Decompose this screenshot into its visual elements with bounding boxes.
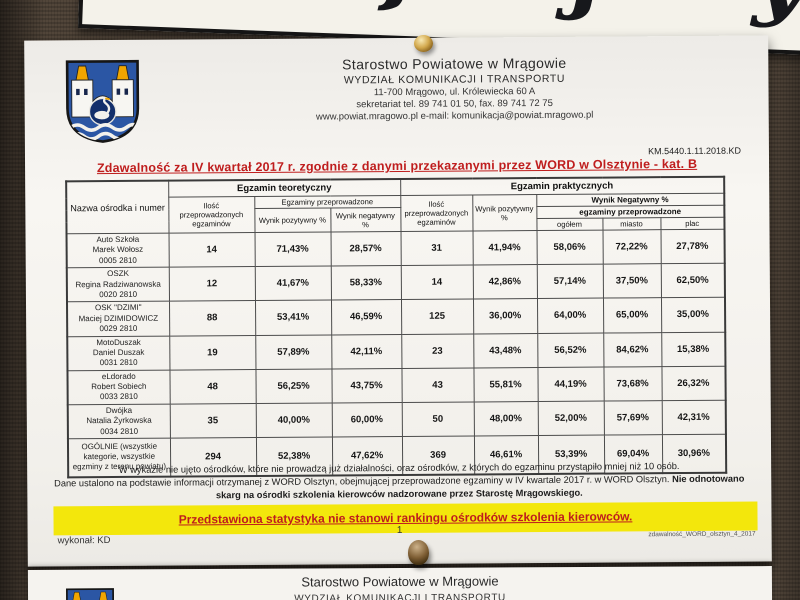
theory-negative: 43,75% xyxy=(331,368,402,403)
theory-count: 35 xyxy=(169,403,256,439)
negative-city: 37,50% xyxy=(602,263,661,299)
practice-positive: 42,86% xyxy=(472,264,537,300)
theory-negative: 58,33% xyxy=(330,265,401,301)
theory-positive: 57,89% xyxy=(255,334,332,370)
calligraphy-glyphs: f j y xyxy=(383,0,800,33)
theory-positive: 40,00% xyxy=(255,402,332,438)
header-theory-positive: Wynik pozytywny % xyxy=(254,207,331,233)
header-col-overall: ogółem xyxy=(536,218,603,231)
negative-plac: 27,78% xyxy=(660,229,725,264)
practice-count: 31 xyxy=(400,230,473,266)
document-page-1: Starostwo Powiatowe w Mrągowie WYDZIAŁ K… xyxy=(24,35,772,567)
negative-overall: 56,52% xyxy=(537,332,604,368)
org-name: Starostwo Powiatowe w Mrągowie xyxy=(342,54,567,73)
push-pin-bottom xyxy=(408,540,429,565)
negative-overall: 58,06% xyxy=(536,230,603,265)
header-practice-count: Ilość przeprowadzonych egzaminów xyxy=(400,194,473,232)
table-row-dwojka: Dwójka Natalia Żyrkowska 0034 2810 35 40… xyxy=(67,400,726,439)
push-pin-top xyxy=(414,35,433,52)
theory-count: 88 xyxy=(168,300,256,336)
org-department-page2: WYDZIAŁ KOMUNIKACJI I TRANSPORTU xyxy=(294,592,506,600)
center-name: eLdorado Robert Sobiech 0033 2810 xyxy=(67,369,170,405)
practice-positive: 48,00% xyxy=(473,401,538,437)
negative-city: 57,69% xyxy=(603,400,662,436)
header-practice-positive: Wynik pozytywny % xyxy=(472,194,537,231)
practice-positive: 41,94% xyxy=(472,230,537,266)
header-exams-conducted: Egzaminy przeprowadzone xyxy=(254,195,401,209)
file-name: zdawalność_WORD_olsztyn_4_2017 xyxy=(648,530,756,539)
negative-city: 84,62% xyxy=(603,332,662,367)
theory-positive: 56,25% xyxy=(255,368,332,404)
center-name: Auto Szkoła Marek Wołosz 0005 2810 xyxy=(66,233,169,268)
practice-count: 125 xyxy=(400,299,474,334)
reference-number: KM.5440.1.11.2018.KD xyxy=(648,145,741,157)
footnote-exclusions: W wykazie nie ujęto ośrodków, które nie … xyxy=(118,461,680,475)
negative-city: 72,22% xyxy=(602,229,661,265)
header-col-plac: plac xyxy=(660,217,725,230)
center-name: MotoDuszak Daniel Duszak 0031 2810 xyxy=(67,335,170,371)
header-theory-group: Egzamin teoretyczny xyxy=(168,178,401,198)
theory-positive: 41,67% xyxy=(254,266,331,301)
theory-negative: 46,59% xyxy=(330,299,402,335)
mragowo-coat-of-arms xyxy=(65,59,140,143)
practice-positive: 55,81% xyxy=(473,367,538,402)
center-name: OSZK Regina Radziwanowska 0020 2810 xyxy=(66,267,169,303)
header-theory-count: Ilość przeprowadzonych egzaminów xyxy=(168,196,255,234)
table-row-motoduszak: MotoDuszak Daniel Duszak 0031 2810 19 57… xyxy=(67,331,726,371)
theory-positive: 71,43% xyxy=(254,231,331,267)
negative-overall: 52,00% xyxy=(537,400,604,436)
theory-negative: 28,57% xyxy=(330,231,401,267)
negative-plac: 42,31% xyxy=(661,400,726,435)
table-row-osk-dzimi: OSK "DZIMI" Maciej DZIMIDOWICZ 0029 2810… xyxy=(66,297,726,337)
table-row-auto-szkola: Auto Szkoła Marek Wołosz 0005 2810 14 71… xyxy=(66,229,725,268)
header-theory-negative: Wynik negatywny % xyxy=(330,207,401,232)
theory-negative: 42,11% xyxy=(331,333,402,369)
negative-city: 65,00% xyxy=(602,298,662,333)
theory-count: 12 xyxy=(168,266,255,302)
footnotes: W wykazie nie ujęto ośrodków, które nie … xyxy=(41,459,757,502)
footnote-source: Dane ustalono na podstawie informacji ot… xyxy=(54,473,673,489)
practice-positive: 36,00% xyxy=(472,298,538,334)
practice-positive: 43,48% xyxy=(473,333,538,368)
theory-positive: 53,41% xyxy=(254,300,332,336)
negative-overall: 64,00% xyxy=(536,298,604,334)
document-title: Zdawalność za IV kwartał 2017 r. zgodnie… xyxy=(96,156,698,176)
theory-count: 14 xyxy=(168,232,255,268)
practice-count: 50 xyxy=(401,401,474,437)
exam-statistics-table: Nazwa ośrodka i numer Egzamin teoretyczn… xyxy=(65,175,728,478)
letterhead: Starostwo Powiatowe w Mrągowie WYDZIAŁ K… xyxy=(174,54,734,124)
negative-overall: 44,19% xyxy=(537,366,604,402)
negative-plac: 62,50% xyxy=(660,263,725,299)
document-page-2: Starostwo Powiatowe w Mrągowie WYDZIAŁ K… xyxy=(27,566,773,600)
org-name-page2: Starostwo Powiatowe w Mrągowie xyxy=(301,573,499,590)
table-row-eldorado: eLdorado Robert Sobiech 0033 2810 48 56,… xyxy=(67,365,726,405)
negative-city: 73,68% xyxy=(603,366,662,401)
negative-plac: 35,00% xyxy=(660,297,726,333)
header-col-city: miasto xyxy=(602,217,661,231)
negative-plac: 15,38% xyxy=(661,331,726,367)
table-row-oszk: OSZK Regina Radziwanowska 0020 2810 12 4… xyxy=(66,263,725,303)
mragowo-coat-of-arms-partial xyxy=(65,588,115,600)
theory-negative: 60,00% xyxy=(331,402,402,437)
negative-plac: 26,32% xyxy=(661,365,726,401)
header-center-name: Nazwa ośrodka i numer xyxy=(66,180,169,234)
practice-count: 23 xyxy=(401,333,474,369)
center-name: OSK "DZIMI" Maciej DZIMIDOWICZ 0029 2810 xyxy=(66,301,170,337)
theory-count: 19 xyxy=(169,335,256,370)
practice-count: 43 xyxy=(401,367,474,403)
practice-count: 14 xyxy=(400,265,473,300)
negative-overall: 57,14% xyxy=(536,264,603,299)
theory-count: 48 xyxy=(169,369,256,404)
center-name: Dwójka Natalia Żyrkowska 0034 2810 xyxy=(67,403,170,439)
